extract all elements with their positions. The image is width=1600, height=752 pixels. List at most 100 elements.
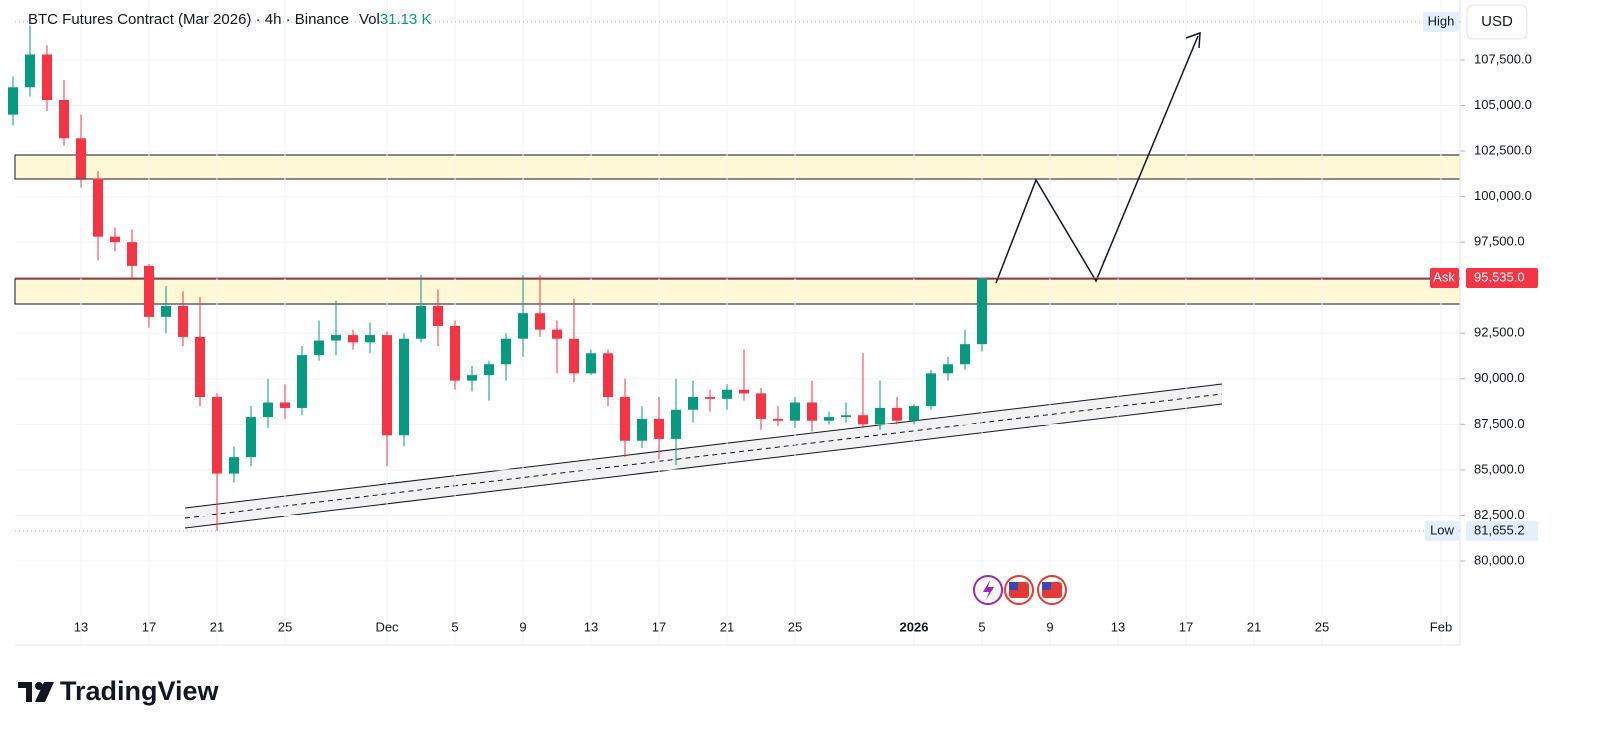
candle-body (807, 402, 817, 421)
candle-body (705, 397, 715, 399)
candle-body (535, 313, 545, 330)
candle-body (348, 335, 358, 343)
y-tick-label: 90,000.0 (1474, 370, 1525, 385)
candle-body (42, 54, 52, 101)
low-label: Low (1430, 522, 1454, 537)
candle-body (161, 305, 171, 317)
candle-body (739, 389, 749, 394)
candle-body (76, 138, 86, 179)
candle-body (314, 340, 324, 356)
x-tick-label: 25 (278, 619, 292, 634)
y-tick-label: 97,500.0 (1474, 234, 1525, 249)
x-tick-label: 9 (1046, 619, 1053, 634)
x-tick-label: 5 (978, 619, 985, 634)
brand-logo: TradingView (18, 676, 220, 706)
candle-body (722, 389, 732, 399)
background-layer (14, 154, 1461, 529)
x-tick-label: 5 (451, 619, 458, 634)
currency-label: USD (1481, 13, 1513, 30)
candle-body (229, 457, 239, 474)
candle-body (110, 236, 120, 243)
high-label: High (1428, 13, 1455, 28)
grid-layer (15, 0, 1465, 645)
candle-body (671, 409, 681, 439)
flag-canton (1042, 582, 1051, 590)
projection-path (995, 35, 1199, 284)
y-tick-label: 85,000.0 (1474, 461, 1525, 476)
logo-dot (35, 682, 43, 690)
candle-body (297, 355, 307, 408)
candle-body (756, 393, 766, 419)
candle-layer (8, 25, 987, 531)
candle-body (246, 417, 256, 458)
candle-body (688, 397, 698, 410)
channel-lower (184, 403, 1223, 529)
low-value: 81,655.2 (1474, 522, 1525, 537)
x-tick-label: 13 (1111, 619, 1125, 634)
candle-body (467, 375, 477, 381)
channel-upper (184, 383, 1223, 509)
candle-body (93, 178, 103, 237)
support-zone (14, 278, 1461, 305)
candle-body (501, 338, 511, 365)
candle-body (977, 277, 987, 345)
candle-body (484, 364, 494, 376)
resistance-zone (14, 154, 1461, 180)
y-tick-label: 87,500.0 (1474, 416, 1525, 431)
candle-body (127, 242, 137, 266)
high-badge (1423, 11, 1459, 32)
x-tick-label: 9 (519, 619, 526, 634)
x-tick-label: 2026 (900, 619, 929, 634)
y-tick-label: 80,000.0 (1474, 552, 1525, 567)
candle-body (450, 325, 460, 381)
candle-body (399, 338, 409, 436)
x-tick-label: 17 (142, 619, 156, 634)
candle-body (841, 415, 851, 418)
candle-body (926, 373, 936, 407)
candle-body (654, 418, 664, 439)
candle-body (25, 54, 35, 88)
x-tick-label: 17 (1179, 619, 1193, 634)
y-tick-label: 107,500.0 (1474, 51, 1532, 66)
flag-canton (1009, 582, 1018, 590)
channel-mid (184, 393, 1223, 519)
x-tick-label: 25 (788, 619, 802, 634)
candle-body (943, 364, 953, 374)
chart-title: BTC Futures Contract (Mar 2026) · 4h · B… (28, 11, 432, 28)
candle-body (569, 338, 579, 374)
candle-body (433, 305, 443, 326)
candle-body (637, 418, 647, 441)
title-text: BTC Futures Contract (Mar 2026) · 4h · B… (28, 11, 349, 28)
y-tick-label: 92,500.0 (1474, 325, 1525, 340)
candle-body (263, 402, 273, 418)
candle-body (552, 329, 562, 339)
candle-body (875, 407, 885, 425)
x-tick-label: 21 (1247, 619, 1261, 634)
currency-button[interactable] (1466, 4, 1528, 40)
x-tick-label: 25 (1315, 619, 1329, 634)
candle-body (858, 415, 868, 425)
y-tick-label: 105,000.0 (1474, 97, 1532, 112)
candle-body (144, 265, 154, 317)
candle-body (331, 335, 341, 341)
x-tick-label: 13 (74, 619, 88, 634)
volume-label: Vol (359, 11, 380, 28)
volume-value: 31.13 K (380, 11, 432, 28)
candle-body (586, 353, 596, 374)
y-tick-label: 82,500.0 (1474, 507, 1525, 522)
candle-body (909, 406, 919, 421)
candle-body (892, 407, 902, 421)
candle-body (212, 397, 222, 474)
candle-body (59, 100, 69, 139)
x-tick-label: 21 (720, 619, 734, 634)
x-tick-label: 21 (210, 619, 224, 634)
candle-body (416, 305, 426, 339)
candle-body (790, 402, 800, 421)
candle-body (365, 335, 375, 343)
ask-value: 95,535.0 (1474, 269, 1525, 284)
x-tick-label: 13 (584, 619, 598, 634)
x-tick-label: 17 (652, 619, 666, 634)
candle-body (178, 305, 188, 337)
candle-body (603, 353, 613, 398)
